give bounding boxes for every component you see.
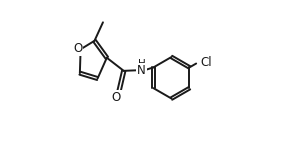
Text: Cl: Cl (200, 56, 212, 69)
Text: O: O (112, 91, 121, 103)
Text: N: N (137, 64, 146, 77)
Text: O: O (73, 42, 82, 55)
Text: H: H (138, 59, 145, 69)
